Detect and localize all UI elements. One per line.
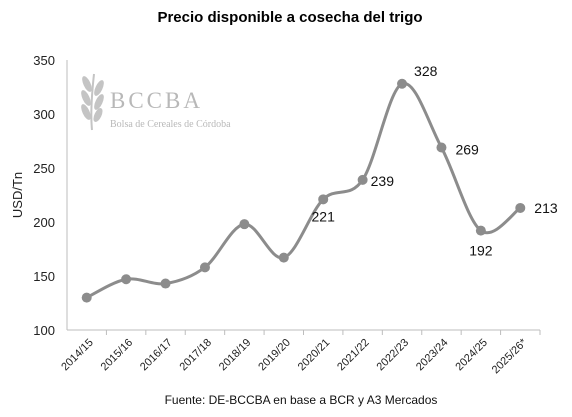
data-point (318, 194, 329, 205)
x-tick-label: 2018/19 (217, 337, 254, 374)
data-point (199, 262, 210, 273)
data-point (81, 292, 92, 303)
chart-source: Fuente: DE-BCCBA en base a BCR y A3 Merc… (165, 393, 438, 407)
y-tick-label: 300 (33, 107, 55, 122)
data-label: 239 (371, 173, 395, 189)
data-label: 192 (469, 243, 493, 259)
data-point (278, 252, 289, 263)
data-point (397, 78, 408, 89)
data-label: 269 (455, 141, 479, 157)
x-tick-label: 2021/22 (335, 337, 372, 374)
y-tick-label: 200 (33, 215, 55, 230)
x-tick-label: 2025/26* (490, 336, 530, 376)
x-tick-label: 2024/25 (453, 337, 490, 374)
x-tick-label: 2020/21 (296, 337, 333, 374)
y-tick-label: 350 (33, 53, 55, 68)
data-point (515, 202, 526, 213)
watermark-logo: BCCBA Bolsa de Cereales de Córdoba (81, 73, 231, 131)
series-line (85, 82, 522, 300)
y-axis-label: USD/Tn (10, 172, 25, 218)
x-tick-label: 2016/17 (138, 337, 175, 374)
data-label: 221 (312, 208, 336, 224)
data-point (121, 274, 132, 285)
data-point (436, 142, 447, 153)
x-tick-label: 2023/24 (414, 337, 451, 374)
data-point (357, 174, 368, 185)
x-tick-label: 2017/18 (177, 337, 214, 374)
x-tick-label: 2015/16 (99, 337, 136, 374)
y-tick-label: 100 (33, 323, 55, 338)
x-tick-label: 2014/15 (59, 337, 96, 374)
y-tick-label: 250 (33, 161, 55, 176)
watermark-name: BCCBA (110, 88, 203, 113)
wheat-icon (81, 73, 104, 131)
data-label: 328 (414, 63, 438, 79)
data-point (475, 225, 486, 236)
data-point (239, 219, 250, 230)
x-tick-label: 2022/23 (375, 337, 412, 374)
x-tick-label: 2019/20 (256, 337, 293, 374)
watermark-subtitle: Bolsa de Cereales de Córdoba (110, 119, 231, 130)
data-label: 213 (534, 200, 558, 216)
y-tick-label: 150 (33, 269, 55, 284)
chart-title: Precio disponible a cosecha del trigo (157, 9, 422, 26)
data-point (160, 278, 171, 289)
